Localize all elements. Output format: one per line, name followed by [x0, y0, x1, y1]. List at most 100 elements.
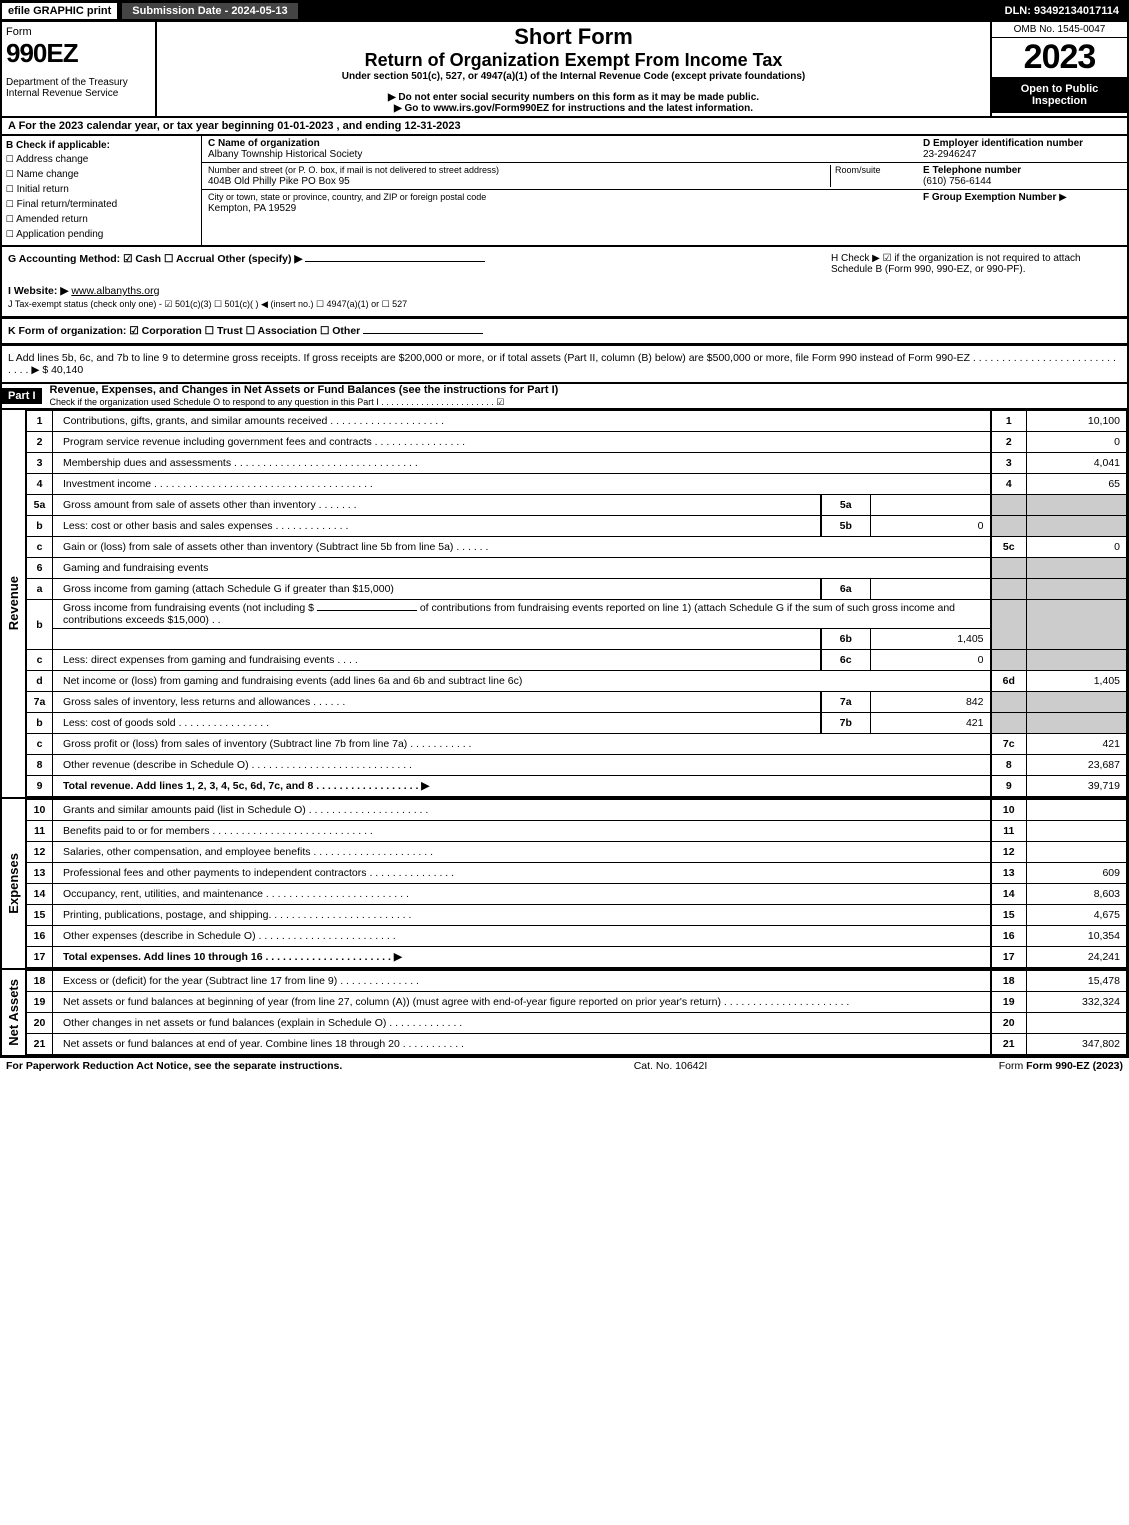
line-5a-sub: 5a: [821, 495, 871, 516]
line-3-num: 3: [991, 453, 1027, 474]
form-label: Form: [6, 26, 32, 38]
line-4-desc: Investment income . . . . . . . . . . . …: [53, 474, 991, 495]
website-link[interactable]: www.albanyths.org: [71, 285, 159, 297]
phone-value: (610) 756-6144: [923, 176, 991, 187]
title-return: Return of Organization Exempt From Incom…: [163, 50, 984, 71]
footer-right: Form Form 990-EZ (2023): [999, 1060, 1123, 1072]
line-7a-val: 842: [871, 692, 991, 713]
line-6b-val: 1,405: [871, 629, 991, 650]
org-city: Kempton, PA 19529: [208, 203, 296, 214]
line-19-desc: Net assets or fund balances at beginning…: [53, 992, 991, 1013]
bullet-2[interactable]: Go to www.irs.gov/Form990EZ for instruct…: [404, 103, 753, 114]
line-18-desc: Excess or (deficit) for the year (Subtra…: [53, 971, 991, 992]
form-number: 990EZ: [6, 38, 78, 68]
line-17-val: 24,241: [1027, 947, 1127, 968]
expenses-side-label: Expenses: [6, 849, 21, 918]
line-5c-val: 0: [1027, 537, 1127, 558]
cb-name-change[interactable]: ☐ Name change: [6, 166, 197, 181]
line-6b-desc: Gross income from fundraising events (no…: [53, 600, 991, 629]
line-14-desc: Occupancy, rent, utilities, and maintena…: [53, 884, 991, 905]
line-9-num: 9: [991, 776, 1027, 797]
revenue-section: Revenue 1Contributions, gifts, grants, a…: [0, 410, 1129, 799]
form-header: Form 990EZ Department of the Treasury In…: [0, 22, 1129, 118]
line-7b-desc: Less: cost of goods sold . . . . . . . .…: [53, 713, 821, 734]
netassets-section: Net Assets 18Excess or (deficit) for the…: [0, 970, 1129, 1057]
line-6a-desc: Gross income from gaming (attach Schedul…: [53, 579, 821, 600]
dln-label: DLN: 93492134017114: [997, 3, 1127, 19]
line-6b-sub: 6b: [821, 629, 871, 650]
line-14-val: 8,603: [1027, 884, 1127, 905]
line-20-val: [1027, 1013, 1127, 1034]
netassets-side-label: Net Assets: [6, 975, 21, 1050]
line-6a-sub: 6a: [821, 579, 871, 600]
website-label: I Website: ▶: [8, 285, 68, 297]
title-short-form: Short Form: [163, 24, 984, 50]
line-7c-val: 421: [1027, 734, 1127, 755]
section-b-label: B Check if applicable:: [6, 140, 110, 151]
line-10-num: 10: [991, 800, 1027, 821]
line-21-desc: Net assets or fund balances at end of ye…: [53, 1034, 991, 1055]
line-11-num: 11: [991, 821, 1027, 842]
line-5c-desc: Gain or (loss) from sale of assets other…: [53, 537, 991, 558]
cb-final-return[interactable]: ☐ Final return/terminated: [6, 196, 197, 211]
cb-initial-return[interactable]: ☐ Initial return: [6, 181, 197, 196]
line-6d-desc: Net income or (loss) from gaming and fun…: [53, 671, 991, 692]
line-17-num: 17: [991, 947, 1027, 968]
line-4-num: 4: [991, 474, 1027, 495]
line-6c-sub: 6c: [821, 650, 871, 671]
section-b: B Check if applicable: ☐ Address change …: [2, 136, 202, 245]
line-12-val: [1027, 842, 1127, 863]
section-k: K Form of organization: ☑ Corporation ☐ …: [0, 318, 1129, 345]
part1-label: Part I: [2, 388, 42, 404]
subtitle: Under section 501(c), 527, or 4947(a)(1)…: [163, 71, 984, 82]
line-19-num: 19: [991, 992, 1027, 1013]
top-bar: efile GRAPHIC print Submission Date - 20…: [0, 0, 1129, 22]
addr-label: Number and street (or P. O. box, if mail…: [208, 165, 499, 175]
section-g: G Accounting Method: ☑ Cash ☐ Accrual Ot…: [8, 253, 303, 265]
line-16-val: 10,354: [1027, 926, 1127, 947]
section-j: J Tax-exempt status (check only one) - ☑…: [8, 299, 1121, 310]
line-21-num: 21: [991, 1034, 1027, 1055]
line-6-desc: Gaming and fundraising events: [53, 558, 991, 579]
part1-title: Revenue, Expenses, and Changes in Net As…: [50, 384, 559, 396]
part1-header: Part I Revenue, Expenses, and Changes in…: [0, 384, 1129, 410]
line-5a-val: [871, 495, 991, 516]
line-8-desc: Other revenue (describe in Schedule O) .…: [53, 755, 991, 776]
line-15-num: 15: [991, 905, 1027, 926]
cb-amended-return[interactable]: ☐ Amended return: [6, 211, 197, 226]
inspection-box: Open to Public Inspection: [992, 77, 1127, 113]
efile-button[interactable]: efile GRAPHIC print: [2, 3, 117, 19]
line-6d-num: 6d: [991, 671, 1027, 692]
line-1-val: 10,100: [1027, 411, 1127, 432]
line-3-val: 4,041: [1027, 453, 1127, 474]
line-7c-num: 7c: [991, 734, 1027, 755]
line-9-desc: Total revenue. Add lines 1, 2, 3, 4, 5c,…: [53, 776, 991, 797]
line-18-val: 15,478: [1027, 971, 1127, 992]
omb-number: OMB No. 1545-0047: [992, 22, 1127, 38]
line-8-num: 8: [991, 755, 1027, 776]
footer-left: For Paperwork Reduction Act Notice, see …: [6, 1060, 342, 1072]
section-l: L Add lines 5b, 6c, and 7b to line 9 to …: [0, 345, 1129, 384]
line-12-num: 12: [991, 842, 1027, 863]
cb-address-change[interactable]: ☐ Address change: [6, 151, 197, 166]
line-19-val: 332,324: [1027, 992, 1127, 1013]
line-8-val: 23,687: [1027, 755, 1127, 776]
line-5b-val: 0: [871, 516, 991, 537]
line-5b-sub: 5b: [821, 516, 871, 537]
submission-date: Submission Date - 2024-05-13: [121, 2, 298, 20]
line-6a-val: [871, 579, 991, 600]
group-exemption-label: F Group Exemption Number: [923, 192, 1056, 203]
line-4-val: 65: [1027, 474, 1127, 495]
line-18-num: 18: [991, 971, 1027, 992]
c-name-label: C Name of organization: [208, 138, 320, 149]
line-10-desc: Grants and similar amounts paid (list in…: [53, 800, 991, 821]
section-h: H Check ▶ ☑ if the organization is not r…: [831, 253, 1121, 275]
line-5a-desc: Gross amount from sale of assets other t…: [53, 495, 821, 516]
cb-application-pending[interactable]: ☐ Application pending: [6, 226, 197, 241]
page-footer: For Paperwork Reduction Act Notice, see …: [0, 1057, 1129, 1074]
line-15-val: 4,675: [1027, 905, 1127, 926]
org-address: 404B Old Philly Pike PO Box 95: [208, 176, 350, 187]
line-15-desc: Printing, publications, postage, and shi…: [53, 905, 991, 926]
line-16-desc: Other expenses (describe in Schedule O) …: [53, 926, 991, 947]
line-13-val: 609: [1027, 863, 1127, 884]
